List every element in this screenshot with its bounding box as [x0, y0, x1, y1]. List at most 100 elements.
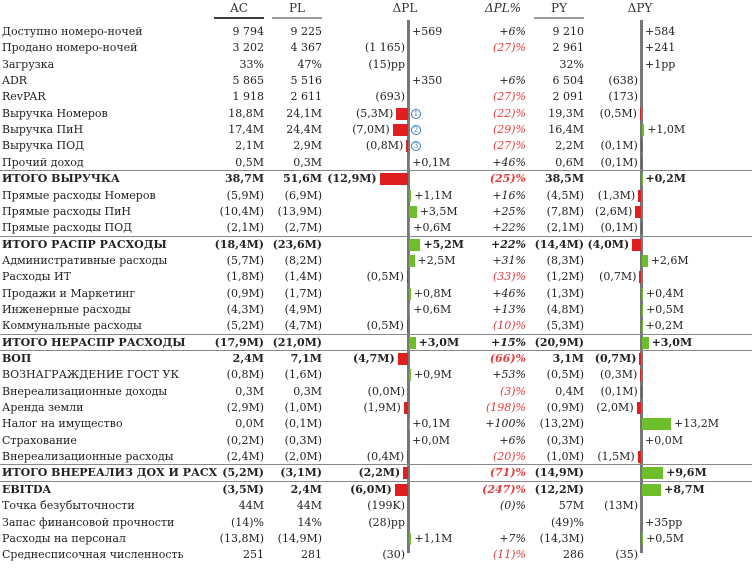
dpl-percent: +22% — [492, 221, 526, 235]
py-value: (14,9M) — [534, 466, 584, 480]
row-label: Аренда земли — [2, 401, 84, 415]
py-value: (8,3M) — [546, 253, 584, 267]
row-separator — [0, 235, 752, 237]
pl-value: 0,3M — [293, 155, 322, 169]
dpl-label: (15)pp — [368, 57, 405, 71]
header-dpl: ΔPL — [392, 1, 418, 15]
dpl-label: +0,1M — [412, 417, 451, 431]
pl-value: 5 516 — [290, 74, 323, 88]
pl-value: 2,4M — [290, 482, 322, 496]
dpl-label: (0,8M) — [365, 139, 404, 153]
dpy-bar — [632, 238, 641, 251]
header-dplp: ΔPL% — [484, 1, 522, 15]
dpl-label: (1,9M) — [363, 401, 401, 415]
dpl-percent: (71)% — [489, 466, 526, 480]
dpl-percent: (11)% — [492, 548, 526, 562]
dpl-bar — [394, 483, 408, 496]
row-label: Прямые расходы Номеров — [2, 188, 156, 202]
ac-value: (5,9M) — [226, 188, 264, 202]
dpl-label: +569 — [412, 25, 443, 38]
row-label: Выручка ПОД — [2, 139, 85, 153]
row-separator — [0, 333, 752, 335]
row-label: Продажи и Маркетинг — [2, 286, 136, 300]
py-value: 2,2M — [555, 139, 584, 153]
dpl-label: +0,9M — [413, 368, 452, 382]
row-label: Налог на имущество — [2, 417, 123, 431]
dpl-percent: (66)% — [489, 352, 526, 365]
dpl-label: +0,0M — [412, 433, 450, 447]
pl-value: (4,7M) — [284, 319, 322, 333]
dpl-bar — [403, 467, 408, 480]
dpl-percent: (10)% — [492, 319, 526, 333]
pl-value: 9 225 — [290, 25, 323, 38]
dpl-bar — [406, 271, 408, 284]
dpl-bar — [409, 336, 416, 349]
dpl-label: (1 165) — [364, 41, 405, 55]
ac-value: (10,4M) — [219, 204, 264, 218]
py-value: (0,3M) — [546, 433, 584, 447]
py-value: 0,4M — [555, 384, 584, 398]
dpl-percent: (0)% — [499, 499, 526, 513]
row-label: Расходы на персонал — [2, 531, 126, 545]
dpy-label: (4,0M) — [587, 237, 630, 251]
py-value: (14,3M) — [539, 531, 584, 545]
dpl-label: +3,5M — [419, 204, 458, 218]
row-separator — [0, 170, 752, 172]
pl-value: (0,3M) — [284, 433, 322, 447]
ac-value: (18,4M) — [214, 237, 264, 251]
ac-value: 0,3M — [235, 384, 264, 398]
dpl-label: (6,0M) — [350, 482, 392, 496]
py-value: (14,4M) — [534, 237, 584, 251]
ac-value: (4,3M) — [226, 302, 264, 316]
dpl-label: +1,1M — [414, 531, 453, 545]
row-label: EBITDA — [2, 482, 52, 496]
header-pl-underline — [272, 17, 322, 19]
dpl-label: +0,8M — [413, 286, 452, 300]
dpl-percent: +25% — [492, 204, 526, 218]
variance-marker-number: 3 — [413, 142, 419, 151]
row-label: RevPAR — [2, 90, 46, 104]
pl-value: 0,3M — [293, 384, 322, 398]
dpl-label: +0,6M — [413, 302, 452, 316]
dpl-bar — [409, 254, 415, 267]
dpl-percent: +15% — [491, 335, 526, 349]
header-py: PY — [551, 1, 567, 15]
pl-value: 44M — [296, 499, 322, 513]
dpl-label: (0,5M) — [366, 319, 404, 333]
dpl-percent: (27)% — [492, 139, 526, 153]
dpl-label: +0,1M — [412, 155, 451, 169]
row-label: Внереализационные расходы — [2, 450, 174, 464]
dpy-label: (1,5M) — [597, 450, 635, 464]
dpl-percent: (22)% — [492, 106, 526, 120]
row-label: ADR — [2, 74, 28, 88]
dpy-bar — [642, 254, 648, 267]
dpy-bar — [642, 124, 645, 137]
dpy-bar — [639, 353, 641, 365]
ac-value: 2,1M — [235, 139, 264, 153]
py-value: 16,4M — [548, 123, 584, 137]
row-separator — [0, 480, 752, 482]
dpy-label: +0,0M — [645, 433, 683, 447]
py-value: 32% — [559, 57, 584, 71]
py-value: 286 — [563, 548, 584, 562]
ac-value: 3 202 — [232, 41, 265, 55]
dpl-percent: (33)% — [492, 270, 526, 284]
ac-value: (5,7M) — [226, 253, 264, 267]
dpl-percent: +31% — [492, 253, 526, 267]
dpy-label: +0,2M — [645, 172, 686, 186]
dpy-label: (0,5M) — [599, 106, 637, 120]
dpy-label: (0,1M) — [600, 221, 638, 235]
variance-marker-icon: 2 — [411, 125, 421, 136]
py-value: (4,5M) — [546, 188, 584, 202]
dpl-bar — [409, 532, 412, 545]
dpy-bar — [639, 107, 641, 120]
row-label: Запас финансовой прочности — [2, 515, 175, 529]
ac-value: 33% — [239, 57, 264, 71]
dpy-label: +584 — [645, 25, 676, 38]
pl-value: (23,6M) — [272, 237, 322, 251]
pl-value: 281 — [301, 548, 322, 562]
row-label: Прямые расходы ПиН — [2, 204, 132, 218]
py-value: (4,8M) — [546, 302, 584, 316]
dpy-label: +3,0M — [651, 335, 693, 349]
pl-value: 51,6M — [283, 172, 322, 186]
